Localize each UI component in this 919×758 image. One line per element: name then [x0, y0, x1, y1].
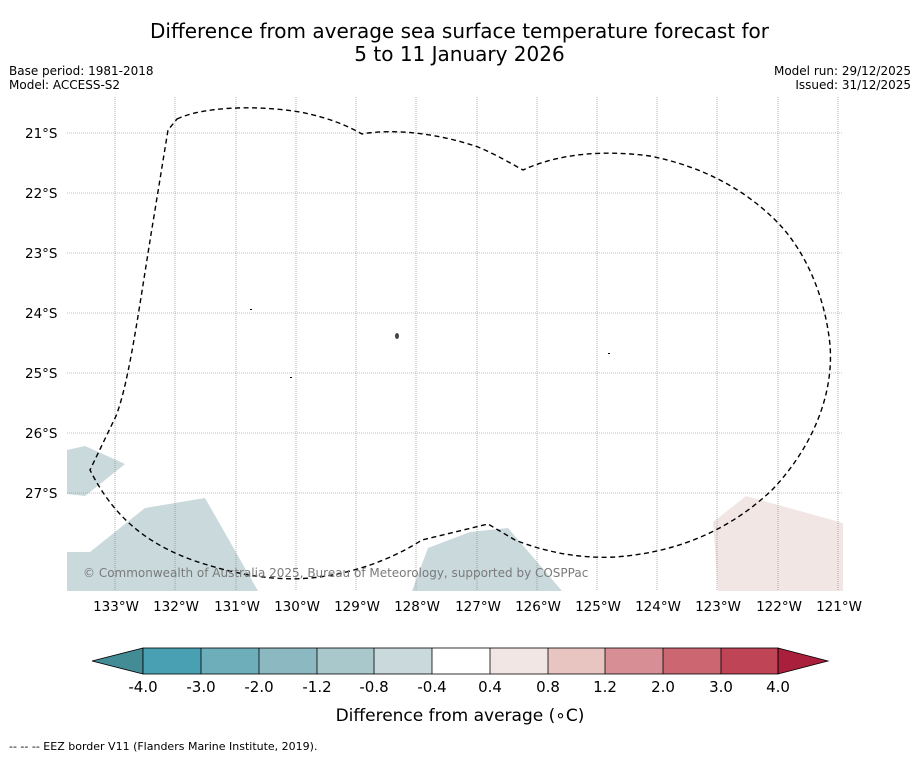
- colorbar-bin: [490, 648, 548, 674]
- lat-label: 26°S: [25, 426, 58, 442]
- model-run-label: Model run: 29/12/2025: [773, 64, 911, 78]
- lon-label: 128°W: [394, 599, 440, 615]
- copyright-notice: © Commonwealth of Australia 2025, Bureau…: [83, 566, 588, 580]
- colorbar-dividers: [200, 648, 722, 674]
- colorbar: -4.0 -3.0 -2.0 -1.2 -0.8 -0.4 0.4 0.8 1.…: [91, 647, 830, 726]
- colorbar-tick-label: -1.2: [302, 678, 331, 696]
- lon-label: 127°W: [455, 599, 501, 615]
- latitude-labels: 21°S 22°S 23°S 24°S 25°S 26°S 27°S: [25, 126, 58, 502]
- colorbar-title: Difference from average (∘C): [336, 706, 585, 726]
- lon-label: 125°W: [575, 599, 621, 615]
- map-area: © Commonwealth of Australia 2025, Bureau…: [67, 97, 843, 591]
- lon-label: 121°W: [816, 599, 862, 615]
- lat-label: 21°S: [25, 126, 58, 142]
- map-title-line-1: Difference from average sea surface temp…: [149, 19, 769, 43]
- longitude-labels: 133°W 132°W 131°W 130°W 129°W 128°W 127°…: [93, 599, 862, 615]
- lon-label: 132°W: [153, 599, 199, 615]
- colorbar-extend-high: [777, 647, 830, 675]
- lon-label: 130°W: [274, 599, 320, 615]
- issued-label: Issued: 31/12/2025: [795, 78, 911, 92]
- lon-label: 123°W: [695, 599, 741, 615]
- colorbar-tick-label: 1.2: [593, 678, 617, 696]
- lon-label: 122°W: [756, 599, 802, 615]
- model-label: Model: ACCESS-S2: [9, 78, 121, 92]
- eez-legend-footer: -- -- -- EEZ border V11 (Flanders Marine…: [9, 740, 318, 753]
- lat-label: 22°S: [25, 186, 58, 202]
- island-marker: [608, 353, 610, 354]
- colorbar-tick-label: 4.0: [766, 678, 790, 696]
- base-period-label: Base period: 1981-2018: [9, 64, 154, 78]
- lon-label: 131°W: [214, 599, 260, 615]
- lat-label: 27°S: [25, 486, 58, 502]
- latitude-gridlines: [67, 132, 843, 494]
- colorbar-tick-label: 0.4: [478, 678, 502, 696]
- colorbar-tick-label: 0.8: [536, 678, 560, 696]
- colorbar-tick-label: -4.0: [128, 678, 157, 696]
- colorbar-tick-labels: -4.0 -3.0 -2.0 -1.2 -0.8 -0.4 0.4 0.8 1.…: [128, 678, 790, 696]
- colorbar-frame: [142, 647, 779, 675]
- lon-label: 133°W: [93, 599, 139, 615]
- colorbar-bin: [317, 648, 374, 674]
- lat-label: 23°S: [25, 246, 58, 262]
- island-marker: [290, 377, 292, 378]
- colorbar-tick-label: 3.0: [709, 678, 733, 696]
- longitude-gridlines: [114, 97, 839, 591]
- map-title-line-2: 5 to 11 January 2026: [354, 42, 565, 66]
- colorbar-tick-label: -0.8: [359, 678, 388, 696]
- lon-label: 129°W: [334, 599, 380, 615]
- colorbar-bin: [721, 648, 778, 674]
- colorbar-tick-label: 2.0: [651, 678, 675, 696]
- cool-anomaly-region-west: [67, 446, 125, 496]
- eez-border: [89, 107, 832, 580]
- lon-label: 124°W: [635, 599, 681, 615]
- colorbar-bin: [143, 648, 201, 674]
- colorbar-bin: [201, 648, 259, 674]
- island-marker: [395, 333, 399, 339]
- colorbar-tick-label: -0.4: [417, 678, 446, 696]
- colorbar-bin: [605, 648, 663, 674]
- island-marker: [250, 309, 252, 310]
- colorbar-extend-low: [91, 647, 144, 675]
- colorbar-bin: [374, 648, 432, 674]
- colorbar-bin: [548, 648, 605, 674]
- colorbar-bin: [663, 648, 721, 674]
- colorbar-tick-label: -2.0: [244, 678, 273, 696]
- cool-anomaly-region-south: [412, 528, 562, 591]
- lat-label: 25°S: [25, 366, 58, 382]
- colorbar-tick-label: -3.0: [186, 678, 215, 696]
- lon-label: 126°W: [515, 599, 561, 615]
- colorbar-bin: [432, 648, 490, 674]
- colorbar-bin: [259, 648, 317, 674]
- lat-label: 24°S: [25, 306, 58, 322]
